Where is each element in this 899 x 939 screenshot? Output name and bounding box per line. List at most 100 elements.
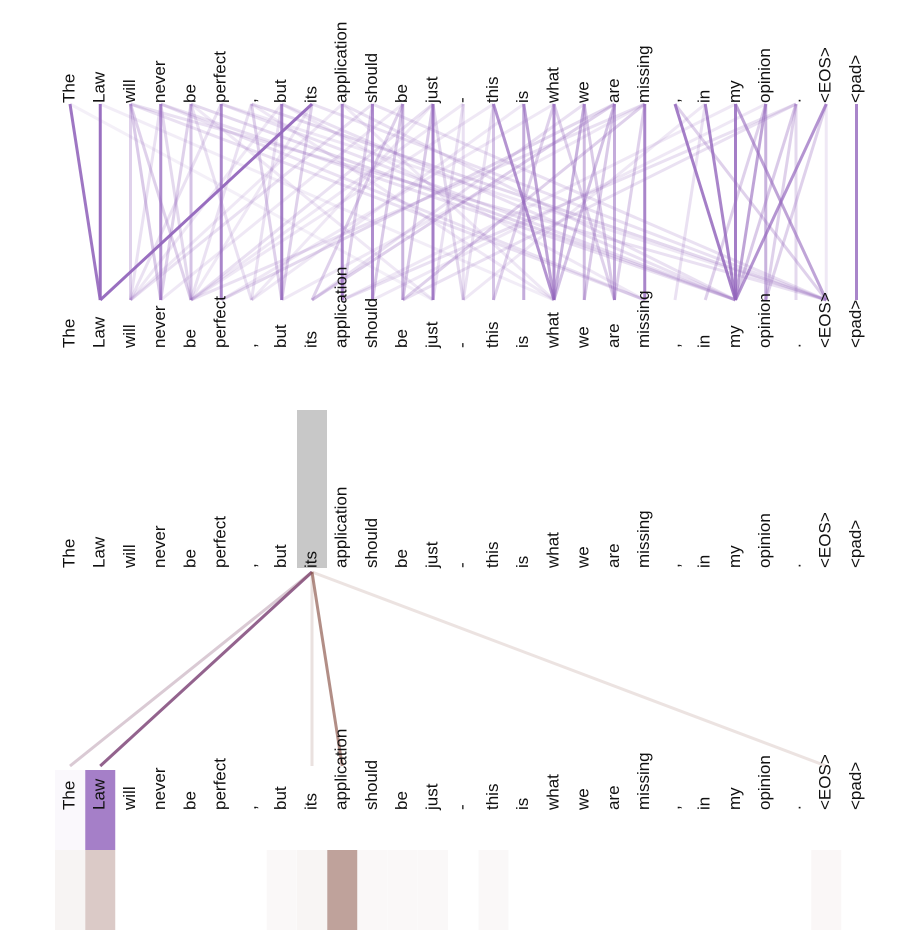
query-token-label: in <box>695 555 714 568</box>
query-token-label: <EOS> <box>816 512 835 568</box>
target-token-label: , <box>664 343 683 348</box>
target-token-label: this <box>483 322 502 348</box>
attention-line <box>401 103 435 301</box>
target-token-label: will <box>120 324 139 349</box>
attention-line <box>462 102 707 302</box>
attention-heat-cell <box>358 850 388 930</box>
target-token-label: Law <box>90 316 109 348</box>
source-token-label: . <box>785 98 804 103</box>
target-token-label: should <box>362 298 381 348</box>
attention-line <box>220 102 555 302</box>
attention-heat-cell <box>388 850 418 930</box>
key-token-label: we <box>574 788 593 811</box>
key-token-label: just <box>422 783 441 811</box>
query-token-label: missing <box>634 510 653 568</box>
target-token-label: are <box>604 323 623 348</box>
source-token-label: The <box>59 74 78 103</box>
query-token-label: its <box>301 551 320 568</box>
attention-line <box>190 102 465 302</box>
target-token-label: <pad> <box>846 300 865 348</box>
attention-line <box>764 103 828 301</box>
target-token-label: application <box>332 267 351 348</box>
attention-line <box>189 103 253 301</box>
attention-line <box>703 103 768 301</box>
key-token-label: be <box>392 791 411 810</box>
attention-line <box>371 102 827 302</box>
attention-heat-cell <box>55 850 85 930</box>
key-token-label: , <box>241 805 260 810</box>
attention-line <box>492 103 556 301</box>
query-token-label: should <box>362 518 381 568</box>
source-token-label: Law <box>90 71 109 103</box>
source-token-label: my <box>725 80 744 103</box>
attention-line <box>461 103 495 301</box>
key-token-label: in <box>695 797 714 810</box>
target-token-label: be <box>180 329 199 348</box>
target-token-label: The <box>59 319 78 348</box>
source-token-label: <EOS> <box>816 47 835 103</box>
attention-line <box>402 102 797 302</box>
attention-heat-cell <box>479 850 509 930</box>
attention-line <box>99 102 555 302</box>
attention-line <box>673 103 737 301</box>
attention-line <box>159 102 404 302</box>
key-token-label: what <box>543 774 562 811</box>
query-token-label: perfect <box>211 516 230 568</box>
attention-line <box>522 103 556 301</box>
attention-line <box>341 102 556 302</box>
attention-line <box>401 102 646 302</box>
query-token-label: will <box>120 544 139 569</box>
query-token-label: be <box>180 549 199 568</box>
attention-heat-cell <box>267 850 297 930</box>
query-token-label: , <box>241 563 260 568</box>
attention-line <box>250 103 284 301</box>
attention-line <box>582 103 616 301</box>
target-token-label: never <box>150 305 169 348</box>
attention-heat-cell <box>811 850 842 930</box>
key-token-label: . <box>785 805 804 810</box>
attention-line <box>310 571 344 767</box>
attention-line <box>371 102 767 302</box>
attention-line <box>492 103 556 301</box>
query-token-highlight <box>297 410 327 568</box>
key-token-label: should <box>362 760 381 810</box>
attention-line <box>190 102 434 302</box>
focused-attention-lines <box>69 570 827 768</box>
key-token-label: are <box>604 785 623 810</box>
target-token-label: but <box>271 324 290 348</box>
attention-line <box>734 103 798 301</box>
target-token-label: is <box>513 336 532 348</box>
target-token-label: perfect <box>211 296 230 348</box>
attention-line <box>190 102 646 302</box>
attention-line <box>281 102 737 302</box>
attention-line <box>190 102 495 302</box>
key-token-label: is <box>513 798 532 810</box>
attention-heat-cell <box>297 850 327 930</box>
attention-line <box>341 102 737 302</box>
attention-line <box>250 102 525 302</box>
attention-line <box>190 102 434 302</box>
query-token-label: The <box>59 539 78 568</box>
source-token-label: opinion <box>755 48 774 103</box>
query-token-label: just <box>422 541 441 569</box>
attention-line <box>250 102 435 302</box>
attention-line <box>280 103 314 301</box>
target-token-label: just <box>422 321 441 349</box>
attention-line <box>129 102 374 302</box>
query-token-label: application <box>332 487 351 568</box>
query-token-label: <pad> <box>846 520 865 568</box>
attention-line <box>190 102 737 302</box>
target-token-label: , <box>241 343 260 348</box>
key-token-label: will <box>120 786 139 811</box>
attention-line <box>160 102 646 302</box>
query-token-label: opinion <box>755 513 774 568</box>
key-token-label: this <box>483 784 502 810</box>
key-token-label: my <box>725 787 744 810</box>
attention-line <box>311 102 827 302</box>
query-token-label: but <box>271 544 290 568</box>
source-token-label: - <box>453 97 472 103</box>
key-token-label: its <box>301 793 320 810</box>
attention-line <box>703 103 737 301</box>
attention-line <box>250 103 284 301</box>
source-token-label: perfect <box>211 51 230 103</box>
